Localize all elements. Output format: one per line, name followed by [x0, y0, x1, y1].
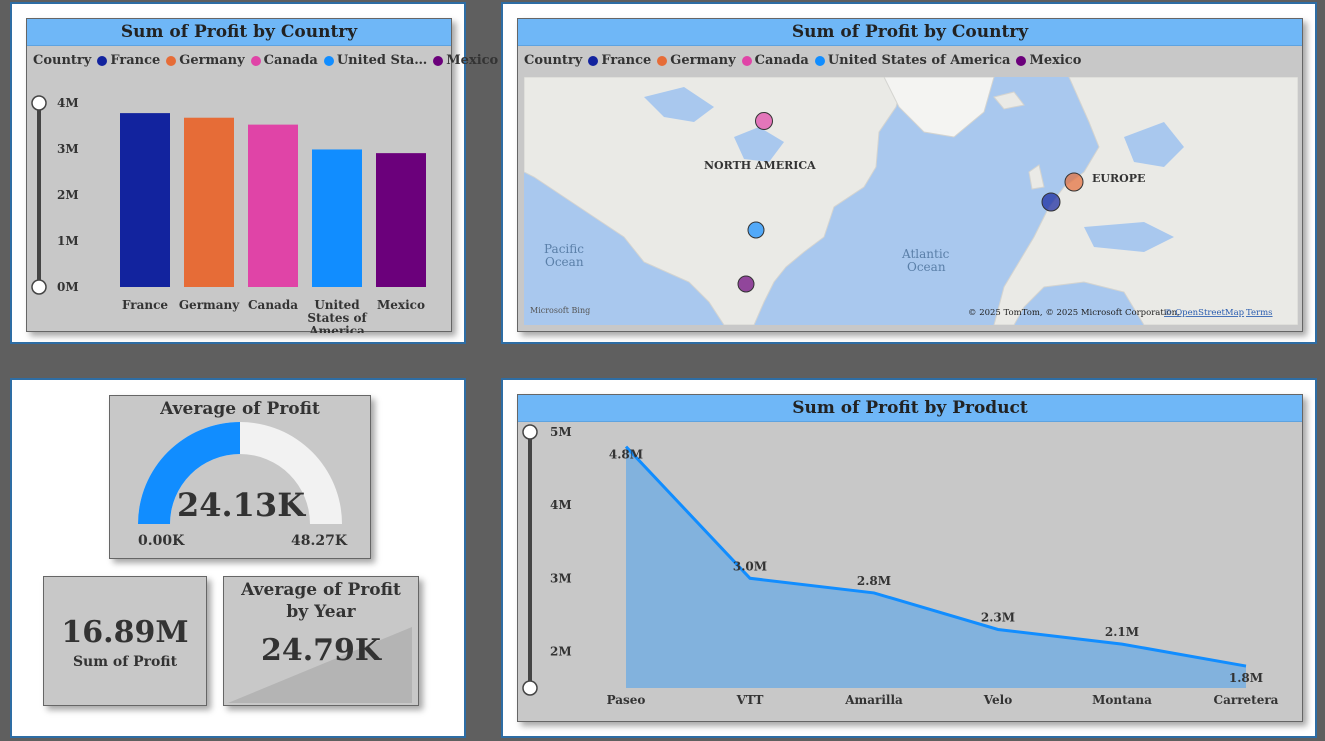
y-tick-label: 1M [57, 234, 79, 248]
map-legend: Country France Germany Canada United Sta… [524, 53, 1081, 68]
sum-profit-card: 16.89M Sum of Profit [43, 576, 207, 706]
bar-legend-label: Country [33, 53, 92, 68]
bar[interactable] [376, 153, 426, 287]
osm-link[interactable]: © OpenStreetMap [1164, 308, 1245, 318]
data-label: 4.8M [609, 448, 643, 462]
pacific-label: Pacific [544, 242, 584, 256]
map-copyright: © 2025 TomTom, © 2025 Microsoft Corporat… [968, 308, 1180, 318]
y-tick-label: 3M [550, 571, 572, 585]
greenland-land [883, 77, 995, 138]
bar-legend-item[interactable]: United Sta… [323, 53, 427, 68]
area-panel: Sum of Profit by Product 2M 3M 4M 5M 4.8M Pas… [501, 378, 1317, 738]
avg-year-value: 24.79K [260, 633, 381, 668]
data-label: 2.1M [1105, 625, 1139, 639]
gauge-min: 0.00K [138, 533, 185, 549]
data-label: 1.8M [1229, 671, 1263, 685]
y-range-slider-handle[interactable] [31, 95, 47, 111]
x-tick-label: Paseo [607, 693, 646, 707]
map-legend-item[interactable]: Canada [741, 53, 809, 68]
bar-panel: Sum of Profit by Country Country France … [10, 2, 498, 344]
europe-land [993, 77, 1298, 325]
bing-logo: Microsoft Bing [530, 306, 590, 315]
sum-profit-label: Sum of Profit [72, 654, 178, 670]
x-tick-label: Velo [983, 693, 1012, 707]
atlantic-label: Atlantic [901, 247, 950, 261]
bubble-mexico[interactable] [737, 275, 755, 293]
map-legend-item[interactable]: Germany [657, 53, 736, 68]
gauge-card: Average of Profit 24.13K 0.00K 48.27K [109, 395, 371, 559]
bar-card-title: Sum of Profit by Country [27, 19, 451, 46]
bar-legend-item[interactable]: Germany [166, 53, 245, 68]
kpi-panel: Average of Profit 24.13K 0.00K 48.27K 16… [10, 378, 466, 738]
atlantic-label-2: Ocean [907, 260, 946, 274]
bar-chart: 0M 1M 2M 3M 4M France Germany Canada UnitedState… [31, 95, 426, 333]
bar-legend-item[interactable]: France [97, 53, 160, 68]
bar-card: Sum of Profit by Country Country France … [26, 18, 498, 333]
x-tick-label: United [314, 298, 360, 312]
x-tick-label: Mexico [377, 298, 425, 312]
map-legend-item[interactable]: Mexico [1016, 53, 1081, 68]
bar[interactable] [248, 124, 298, 287]
map-panel: Sum of Profit by Country Country France … [501, 2, 1317, 344]
map-legend-item[interactable]: United States of America [814, 53, 1010, 68]
north-america-land [524, 77, 905, 325]
gauge-fill [138, 422, 240, 524]
x-tick-label: Amarilla [844, 693, 903, 707]
sum-profit-value: 16.89M [61, 615, 189, 650]
area-fill [626, 446, 1246, 688]
y-range-slider-handle[interactable] [522, 424, 538, 440]
y-tick-label: 2M [550, 644, 572, 658]
pacific-label-2: Ocean [545, 255, 584, 269]
y-tick-label: 4M [57, 96, 79, 110]
bar-legend: Country France Germany Canada United Sta… [33, 53, 498, 68]
world-map[interactable]: NORTH AMERICA EUROPE Pacific Ocean Atlan… [524, 77, 1298, 325]
x-tick-label: Montana [1092, 693, 1152, 707]
bubble-canada[interactable] [755, 112, 773, 130]
map-legend-label: Country [524, 53, 583, 68]
avg-year-sparkline [228, 627, 412, 703]
gauge-title: Average of Profit [160, 399, 320, 419]
gauge-max: 48.27K [291, 533, 348, 549]
area-card-title: Sum of Profit by Product [518, 395, 1302, 422]
data-label: 2.8M [857, 574, 891, 588]
y-range-slider-handle[interactable] [31, 279, 47, 295]
bubble-france[interactable] [1041, 192, 1061, 212]
bubble-usa[interactable] [747, 221, 765, 239]
x-tick-label: Carretera [1214, 693, 1279, 707]
x-tick-label: States of [307, 311, 367, 325]
map-card: Sum of Profit by Country Country France … [517, 18, 1303, 332]
y-tick-label: 2M [57, 188, 79, 202]
area-line[interactable] [624, 445, 1247, 668]
data-label: 3.0M [733, 559, 767, 573]
avg-year-title: Average of Profit by Year [241, 580, 401, 622]
y-tick-label: 5M [550, 425, 572, 439]
x-tick-label: VTT [736, 693, 764, 707]
gauge-value: 24.13K [176, 486, 305, 524]
x-tick-label: Canada [248, 298, 298, 312]
bar-legend-item[interactable]: Mexico [433, 53, 498, 68]
bubble-germany[interactable] [1064, 172, 1084, 192]
y-range-slider-handle[interactable] [522, 680, 538, 696]
data-label: 2.3M [981, 610, 1015, 624]
map-card-title: Sum of Profit by Country [518, 19, 1302, 46]
bar[interactable] [184, 117, 234, 287]
gauge-chart [138, 422, 342, 524]
area-card: Sum of Profit by Product 2M 3M 4M 5M 4.8M Pas… [517, 394, 1303, 722]
bar-legend-item[interactable]: Canada [250, 53, 318, 68]
y-tick-label: 4M [550, 498, 572, 512]
terms-link[interactable]: Terms [1246, 308, 1273, 318]
x-tick-label: America [308, 324, 365, 333]
bar[interactable] [312, 149, 362, 287]
x-tick-label: France [122, 298, 168, 312]
y-tick-label: 3M [57, 142, 79, 156]
y-tick-label: 0M [57, 280, 79, 294]
area-chart: 2M 3M 4M 5M 4.8M Paseo 3.0M VTT 2.8M Amarilla 2.3M… [522, 424, 1279, 707]
bar[interactable] [120, 113, 170, 287]
map-legend-item[interactable]: France [588, 53, 651, 68]
avg-year-card: Average of Profit by Year 24.79K [223, 576, 419, 706]
north-america-label: NORTH AMERICA [704, 159, 816, 172]
x-tick-label: Germany [179, 298, 240, 312]
europe-label: EUROPE [1092, 172, 1145, 185]
